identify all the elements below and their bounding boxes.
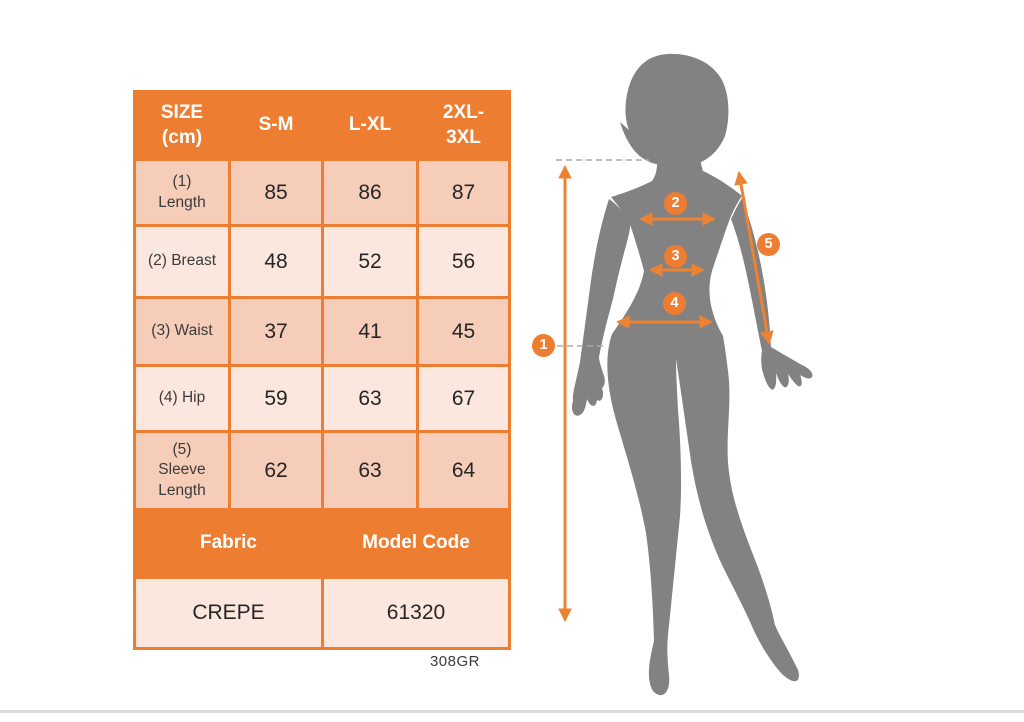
header-cell-size-cm: SIZE (cm) (136, 93, 228, 158)
header-cell-s-m: S-M (231, 93, 321, 158)
footer-value-fabric: CREPE (136, 579, 321, 647)
value-sleeve-lxl: 63 (324, 433, 416, 508)
silhouette-left-arm (571, 199, 631, 416)
footer-value-model-code: 61320 (324, 579, 508, 647)
value-length-sm: 85 (231, 161, 321, 224)
value-waist-2xl3xl: 45 (419, 299, 508, 364)
bottom-divider (0, 710, 1024, 713)
row-label-length: (1) Length (136, 161, 228, 224)
value-sleeve-sm: 62 (231, 433, 321, 508)
measure-marker-2: 2 (664, 192, 687, 215)
style-code-note: 308GR (429, 653, 480, 670)
row-label-waist: (3) Waist (136, 299, 228, 364)
sleeve-arrow (734, 170, 774, 346)
value-breast-sm: 48 (231, 227, 321, 296)
row-label-breast: (2) Breast (136, 227, 228, 296)
value-breast-2xl3xl: 56 (419, 227, 508, 296)
value-sleeve-2xl3xl: 64 (419, 433, 508, 508)
row-label-sleeve-length: (5) Sleeve Length (136, 433, 228, 508)
footer-header-model-code: Model Code (324, 511, 508, 576)
measure-marker-3: 3 (664, 245, 687, 268)
value-length-2xl3xl: 87 (419, 161, 508, 224)
value-length-lxl: 86 (324, 161, 416, 224)
silhouette-right-arm (731, 198, 813, 390)
value-breast-lxl: 52 (324, 227, 416, 296)
measure-marker-1: 1 (532, 334, 555, 357)
value-waist-sm: 37 (231, 299, 321, 364)
value-hip-lxl: 63 (324, 367, 416, 430)
value-hip-2xl3xl: 67 (419, 367, 508, 430)
size-table: SIZE (cm) S-M L-XL 2XL- 3XL (1) Length 8… (133, 90, 511, 650)
footer-header-fabric: Fabric (136, 511, 321, 576)
measure-marker-4: 4 (663, 292, 686, 315)
measure-marker-5: 5 (757, 233, 780, 256)
header-cell-l-xl: L-XL (324, 93, 416, 158)
female-silhouette (571, 53, 813, 696)
value-hip-sm: 59 (231, 367, 321, 430)
row-label-hip: (4) Hip (136, 367, 228, 430)
value-waist-lxl: 41 (324, 299, 416, 364)
header-cell-2xl-3xl: 2XL- 3XL (419, 93, 508, 158)
